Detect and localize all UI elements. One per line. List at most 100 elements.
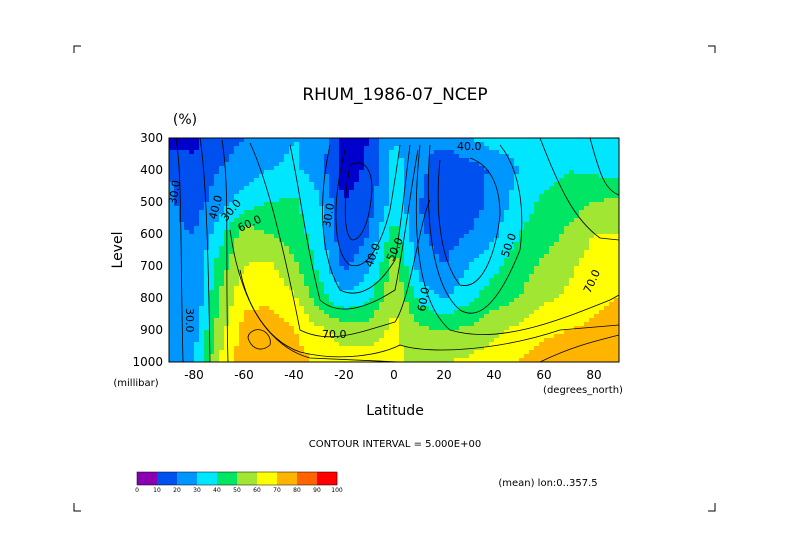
heatmap-cell (554, 270, 560, 275)
heatmap-cell (599, 338, 605, 343)
heatmap-cell (244, 210, 250, 215)
heatmap-cell (454, 150, 460, 155)
heatmap-cell (244, 314, 250, 319)
heatmap-cell (559, 338, 565, 343)
heatmap-cell (379, 310, 385, 315)
heatmap-cell (184, 350, 190, 355)
heatmap-cell (499, 322, 505, 327)
heatmap-cell (449, 198, 455, 203)
heatmap-cell (354, 210, 360, 215)
heatmap-cell (389, 214, 395, 219)
heatmap-cell (274, 322, 280, 327)
heatmap-cell (379, 242, 385, 247)
heatmap-cell (509, 338, 515, 343)
heatmap-cell (429, 162, 435, 167)
heatmap-cell (464, 354, 470, 359)
heatmap-cell (189, 138, 195, 143)
heatmap-cell (289, 210, 295, 215)
heatmap-cell (269, 342, 275, 347)
heatmap-cell (219, 178, 225, 183)
heatmap-cell (539, 286, 545, 291)
heatmap-cell (534, 178, 540, 183)
heatmap-cell (354, 282, 360, 287)
heatmap-cell (579, 210, 585, 215)
heatmap-cell (184, 226, 190, 231)
heatmap-cell (499, 354, 505, 359)
heatmap-cell (239, 330, 245, 335)
heatmap-cell (434, 234, 440, 239)
heatmap-cell (309, 298, 315, 303)
heatmap-cell (364, 354, 370, 359)
heatmap-cell (479, 238, 485, 243)
heatmap-cell (169, 222, 175, 227)
heatmap-cell (199, 186, 205, 191)
heatmap-cell (269, 250, 275, 255)
heatmap-cell (549, 198, 555, 203)
heatmap-cell (234, 318, 240, 323)
heatmap-cell (584, 274, 590, 279)
heatmap-cell (374, 346, 380, 351)
heatmap-cell (304, 266, 310, 271)
heatmap-cell (534, 322, 540, 327)
heatmap-cell (184, 286, 190, 291)
heatmap-cell (504, 294, 510, 299)
heatmap-cell (524, 146, 530, 151)
heatmap-cell (609, 290, 615, 295)
heatmap-cell (449, 338, 455, 343)
heatmap-cell (359, 242, 365, 247)
heatmap-cell (329, 182, 335, 187)
heatmap-cell (534, 318, 540, 323)
heatmap-cell (259, 262, 265, 267)
heatmap-cell (424, 318, 430, 323)
heatmap-cell (474, 334, 480, 339)
heatmap-cell (324, 198, 330, 203)
heatmap-cell (529, 302, 535, 307)
heatmap-cell (504, 198, 510, 203)
heatmap-cell (249, 250, 255, 255)
heatmap-cell (299, 322, 305, 327)
heatmap-cell (519, 150, 525, 155)
heatmap-cell (279, 350, 285, 355)
heatmap-cell (189, 282, 195, 287)
heatmap-cell (409, 326, 415, 331)
heatmap-cell (204, 170, 210, 175)
heatmap-cell (284, 234, 290, 239)
heatmap-cell (284, 154, 290, 159)
heatmap-cell (339, 318, 345, 323)
heatmap-cell (289, 250, 295, 255)
heatmap-cell (184, 266, 190, 271)
heatmap-cell (529, 250, 535, 255)
heatmap-cell (279, 174, 285, 179)
heatmap-cell (334, 210, 340, 215)
heatmap-cell (339, 158, 345, 163)
heatmap-cell (439, 174, 445, 179)
heatmap-cell (609, 262, 615, 267)
heatmap-cell (359, 322, 365, 327)
heatmap-cell (289, 262, 295, 267)
heatmap-cell (514, 186, 520, 191)
heatmap-cell (594, 338, 600, 343)
heatmap-cell (304, 314, 310, 319)
heatmap-cell (499, 266, 505, 271)
heatmap-cell (614, 286, 619, 291)
heatmap-cell (349, 326, 355, 331)
heatmap-cell (339, 182, 345, 187)
heatmap-cell (614, 266, 619, 271)
heatmap-cell (349, 310, 355, 315)
heatmap-cell (229, 182, 235, 187)
heatmap-cell (179, 258, 185, 263)
heatmap-cell (554, 218, 560, 223)
heatmap-cell (614, 162, 619, 167)
heatmap-cell (229, 290, 235, 295)
heatmap-cell (399, 346, 405, 351)
heatmap-cell (339, 146, 345, 151)
heatmap-cell (324, 310, 330, 315)
heatmap-cell (344, 274, 350, 279)
heatmap-cell (234, 302, 240, 307)
heatmap-cell (534, 290, 540, 295)
heatmap-cell (174, 226, 180, 231)
heatmap-cell (229, 266, 235, 271)
heatmap-cell (494, 342, 500, 347)
heatmap-cell (169, 178, 175, 183)
heatmap-cell (284, 230, 290, 235)
